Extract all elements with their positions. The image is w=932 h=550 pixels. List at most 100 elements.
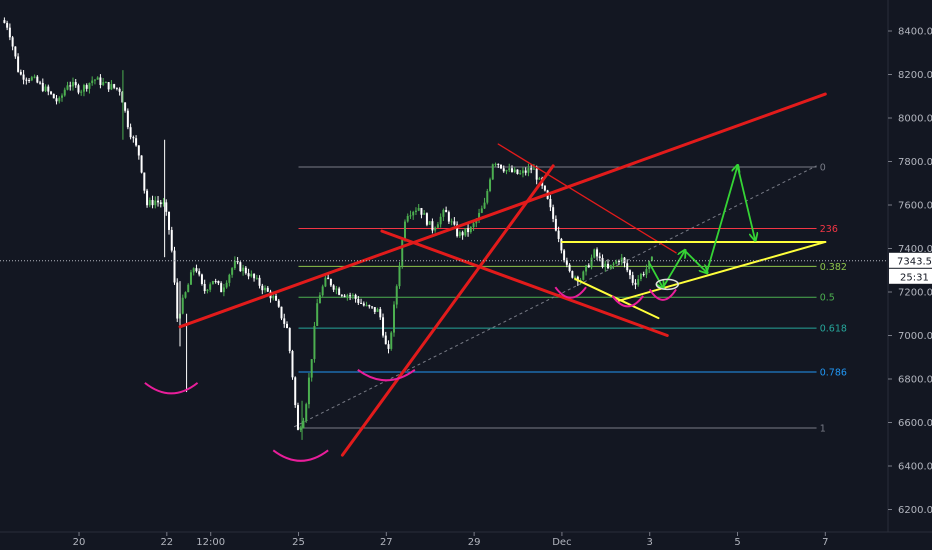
bottom-arc[interactable] xyxy=(357,369,416,382)
candle-body xyxy=(379,309,382,318)
projection-leg[interactable] xyxy=(662,251,685,289)
candle-body xyxy=(203,283,206,292)
candle-body xyxy=(33,76,36,78)
candle-body xyxy=(17,56,20,72)
candle-body xyxy=(244,267,247,274)
candle-body xyxy=(195,268,198,272)
candle-body xyxy=(8,27,11,38)
fib-level-label: 236 xyxy=(820,224,838,235)
candle-body xyxy=(124,102,127,111)
candle-body xyxy=(360,302,363,304)
candle-body xyxy=(291,351,294,378)
fib-base-diagonal[interactable] xyxy=(293,165,817,428)
candle-body xyxy=(168,211,171,230)
price-axis[interactable]: 8400.00 8200.00 8000.00 7800.00 7600.00 7400.… xyxy=(888,27,932,517)
bottom-arc[interactable] xyxy=(554,286,587,299)
candle-body xyxy=(299,428,302,430)
countdown-box xyxy=(889,268,932,284)
candle-body xyxy=(217,281,220,284)
projection-leg[interactable] xyxy=(705,166,738,273)
candle-body xyxy=(110,84,113,90)
candle-body xyxy=(527,168,530,173)
trend-drawings[interactable] xyxy=(144,92,827,462)
candle-body xyxy=(135,138,138,146)
candle-body xyxy=(628,270,631,276)
candle-body xyxy=(206,289,209,292)
bottom-arc[interactable] xyxy=(648,288,677,301)
price-tick-label: 8200.00 xyxy=(898,70,932,81)
wedge-steep-line[interactable] xyxy=(340,164,555,457)
candle-body xyxy=(617,260,620,262)
candle-body xyxy=(44,86,47,91)
candle-body xyxy=(77,85,80,93)
candle-body xyxy=(453,221,456,225)
candle-body xyxy=(6,22,9,28)
candle-body xyxy=(571,271,574,278)
candle-body xyxy=(261,285,264,291)
candle-body xyxy=(357,298,360,303)
candle-body xyxy=(563,250,566,261)
candle-body xyxy=(220,283,223,293)
candle-body xyxy=(412,211,415,216)
last-price-box xyxy=(889,252,932,268)
candle-body xyxy=(387,344,390,349)
candle-body xyxy=(154,200,157,206)
candle-body xyxy=(560,238,563,251)
projection-leg[interactable] xyxy=(684,250,707,273)
projection-leg[interactable] xyxy=(648,263,663,288)
candle-body xyxy=(650,256,653,261)
candle-body xyxy=(82,85,85,92)
price-tick-label: 7000.00 xyxy=(898,331,932,342)
candle-body xyxy=(497,163,500,165)
candle-body xyxy=(288,328,291,352)
candle-body xyxy=(102,82,105,85)
rising-wedge-top[interactable] xyxy=(178,92,827,329)
projection-leg[interactable] xyxy=(736,165,756,240)
candle-body xyxy=(327,277,330,280)
candle-body xyxy=(639,274,642,280)
candle-body xyxy=(549,198,552,208)
bottom-arc[interactable] xyxy=(144,382,199,395)
candle-body xyxy=(538,178,541,180)
candle-body xyxy=(494,163,497,165)
candle-body xyxy=(535,168,538,180)
descending-trendline[interactable] xyxy=(380,229,669,337)
candle-body xyxy=(151,200,154,206)
time-tick-label: 20 xyxy=(73,537,86,548)
candle-body xyxy=(91,80,94,83)
candle-body xyxy=(335,288,338,290)
triangle-support[interactable] xyxy=(574,277,660,320)
candle-body xyxy=(395,286,398,305)
candle-body xyxy=(121,91,124,103)
fibonacci-retracement[interactable]: 0 236 0.382 0.5 0.618 0.786 1 xyxy=(293,162,847,434)
candle-body xyxy=(338,288,341,295)
candle-body xyxy=(275,295,278,301)
price-tick-label: 7800.00 xyxy=(898,157,932,168)
candle-body xyxy=(113,84,116,88)
candle-body xyxy=(3,20,6,23)
candle-body xyxy=(283,318,286,324)
candle-body xyxy=(491,164,494,180)
downtrend-thin-line[interactable] xyxy=(497,143,677,254)
candle-body xyxy=(585,265,588,272)
candle-body xyxy=(324,277,327,287)
candle-body xyxy=(596,249,599,257)
candle-body xyxy=(14,46,17,57)
highlight-ellipse[interactable] xyxy=(655,278,680,291)
time-tick-label: 29 xyxy=(468,537,481,548)
bottom-arc[interactable] xyxy=(611,295,644,308)
candle-body xyxy=(137,145,140,156)
time-axis[interactable]: 20 22 12:00 25 27 29 Dec 3 5 7 xyxy=(73,532,829,548)
time-tick-label: 5 xyxy=(734,537,740,548)
candle-body xyxy=(61,95,64,98)
candle-body xyxy=(362,303,365,306)
time-tick-label: 3 xyxy=(647,537,653,548)
bottom-arc[interactable] xyxy=(272,449,329,462)
candle-body xyxy=(316,303,319,326)
candle-body xyxy=(510,168,513,173)
candle-body xyxy=(436,224,439,228)
candle-body xyxy=(19,71,22,75)
triangle-lower[interactable] xyxy=(617,240,827,302)
candle-body xyxy=(398,265,401,287)
